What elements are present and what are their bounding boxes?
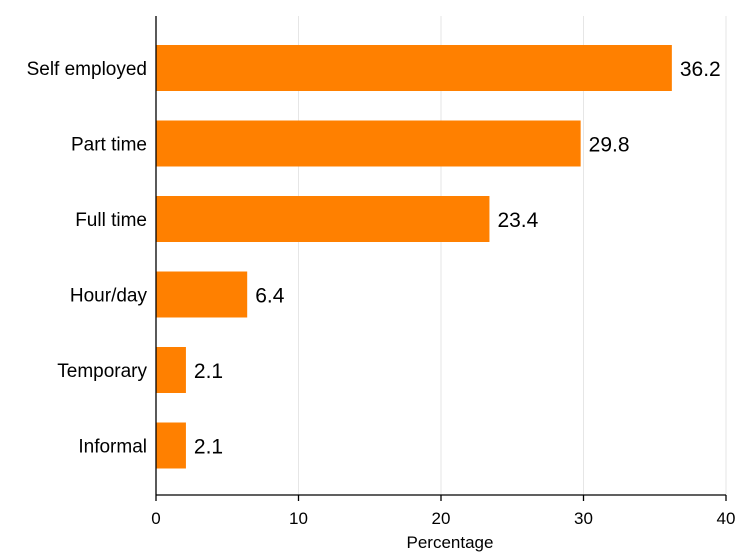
bar-hour-day [156,271,248,318]
category-label-self-employed: Self employed [27,59,147,80]
value-labels: 36.2 29.8 23.4 6.4 2.1 2.1 [194,58,721,459]
x-tick-label-30: 30 [574,509,593,528]
x-tick-label-10: 10 [289,509,308,528]
category-label-full-time: Full time [75,210,147,231]
category-label-informal: Informal [78,437,147,458]
x-axis-ticks: 0 10 20 30 40 [151,495,735,528]
value-label-full-time: 23.4 [497,209,538,232]
category-labels: Self employed Part time Full time Hour/day T… [27,59,148,458]
bar-full-time [156,196,490,242]
bar-temporary [156,347,186,393]
category-label-hour-day: Hour/day [70,286,148,307]
value-label-informal: 2.1 [194,436,223,459]
x-tick-label-40: 40 [717,509,736,528]
bar-self-employed [156,45,672,91]
x-tick-label-0: 0 [151,509,160,528]
value-label-part-time: 29.8 [589,134,630,157]
gridlines [298,16,727,495]
bar-informal [156,422,186,469]
category-label-temporary: Temporary [57,361,147,382]
bars [156,45,672,469]
x-tick-label-20: 20 [432,509,451,528]
value-label-temporary: 2.1 [194,360,223,383]
x-axis-title: Percentage [407,533,494,552]
value-label-self-employed: 36.2 [680,58,721,81]
bar-part-time [156,120,581,167]
value-label-hour-day: 6.4 [255,285,285,308]
category-label-part-time: Part time [71,135,147,156]
